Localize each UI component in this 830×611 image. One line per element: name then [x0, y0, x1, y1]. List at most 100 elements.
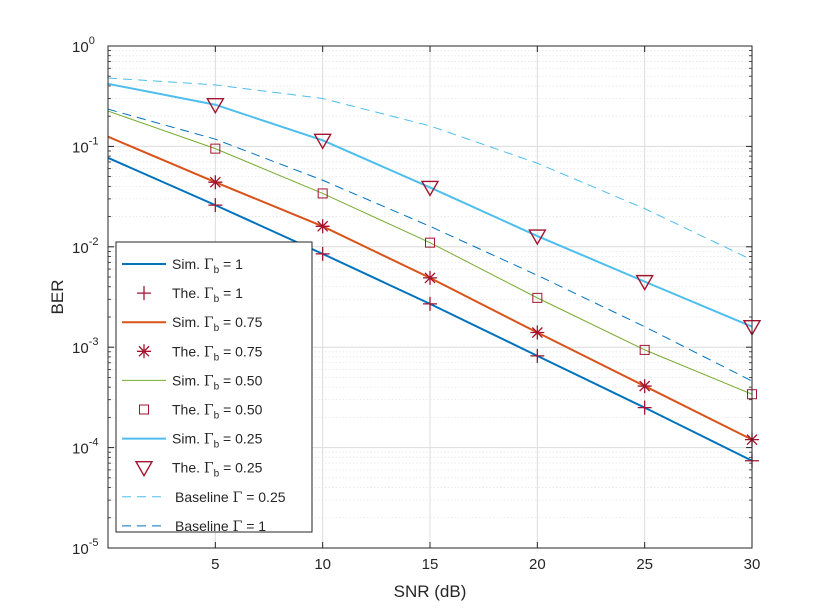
- legend-item-sim-gb-075: Sim. Γb = 0.75: [122, 314, 263, 334]
- legend-label-greek: Γ: [204, 432, 214, 448]
- marker-square: [317, 188, 328, 199]
- legend-item-baseline-025: Baseline Γ = 0.25: [122, 489, 286, 506]
- legend-label: Sim. Γb = 0.75: [172, 314, 263, 334]
- legend-item-sim-gb-1: Sim. Γb = 1: [122, 256, 243, 276]
- legend-label-prefix: Baseline: [175, 489, 233, 505]
- series-baseline-025: [107, 77, 753, 261]
- series-line-baseline-025: [107, 77, 753, 261]
- y-tick-exponent: 0: [89, 35, 95, 47]
- legend-label: Sim. Γb = 0.25: [172, 431, 263, 451]
- x-tick-label: 15: [422, 556, 439, 573]
- x-tick-label: 5: [211, 556, 219, 573]
- legend-item-the-gb-1: The. Γb = 1: [137, 285, 243, 305]
- series-line-sim-gb-025: [107, 82, 753, 328]
- marker-asterisk: [137, 344, 151, 359]
- legend-label-value: = 0.50: [219, 402, 262, 418]
- legend-label-prefix: Sim.: [172, 372, 204, 388]
- legend-label-value: = 0.50: [219, 372, 262, 388]
- marker-plus: [423, 296, 437, 311]
- y-axis-label: BER: [48, 280, 67, 315]
- legend-item-sim-gb-025: Sim. Γb = 0.25: [122, 431, 263, 451]
- legend-label-subscript: b: [214, 294, 220, 305]
- legend-label-greek: Γ: [233, 490, 243, 506]
- marker-plus: [315, 246, 330, 261]
- y-tick-exponent: -1: [89, 135, 99, 147]
- marker-triangle-down: [206, 98, 225, 115]
- data-series: [107, 77, 762, 468]
- marker-square: [210, 143, 221, 154]
- marker-asterisk: [315, 219, 330, 234]
- legend-item-the-gb-050: The. Γb = 0.50: [139, 402, 263, 422]
- legend-label: The. Γb = 0.75: [172, 343, 263, 363]
- legend-label-subscript: b: [214, 381, 220, 392]
- legend-label: Sim. Γb = 0.50: [172, 372, 263, 392]
- legend-label: Baseline Γ = 0.25: [175, 489, 286, 506]
- legend-label-prefix: The.: [172, 460, 204, 476]
- marker-plus: [208, 198, 223, 213]
- legend-label-greek: Γ: [204, 286, 214, 302]
- series-sim-gb-050: [107, 110, 753, 395]
- legend-label-greek: Γ: [204, 403, 214, 419]
- legend-item-baseline-1: Baseline Γ = 1: [122, 518, 266, 535]
- legend-item-the-gb-025: The. Γb = 0.25: [134, 460, 263, 480]
- marker-triangle-down: [313, 133, 332, 150]
- legend-label-prefix: The.: [172, 285, 204, 301]
- legend-label-subscript: b: [214, 323, 220, 334]
- marker-plus: [137, 286, 151, 301]
- legend-item-the-gb-075: The. Γb = 0.75: [137, 343, 263, 363]
- legend-label-prefix: Sim.: [172, 314, 204, 330]
- legend-label-value: = 0.25: [219, 460, 262, 476]
- marker-asterisk: [423, 270, 437, 285]
- legend-label: Baseline Γ = 1: [175, 518, 266, 535]
- y-tick-exponent: -4: [89, 437, 99, 449]
- legend-label-value: = 0.75: [219, 314, 262, 330]
- marker-triangle-down: [420, 180, 440, 197]
- marker-triangle-down: [635, 274, 654, 292]
- marker-square: [639, 344, 650, 355]
- marker-square: [139, 404, 149, 415]
- x-tick-label: 30: [744, 556, 761, 573]
- legend-label-subscript: b: [214, 265, 220, 276]
- legend-item-sim-gb-050: Sim. Γb = 0.50: [122, 372, 263, 392]
- series-sim-gb-025: [107, 82, 753, 328]
- marker-square: [532, 292, 543, 303]
- legend-label-value: = 1: [242, 518, 266, 534]
- legend-label-greek: Γ: [204, 373, 214, 389]
- marker-triangle-down: [134, 461, 154, 478]
- legend-label-value: = 0.25: [242, 489, 285, 505]
- x-tick-label: 25: [636, 556, 653, 573]
- legend-label-subscript: b: [214, 440, 220, 451]
- x-tick-label: 20: [529, 556, 546, 573]
- legend-label-value: = 0.25: [219, 431, 262, 447]
- legend-label: The. Γb = 0.25: [172, 460, 263, 480]
- series-the-gb-050: [210, 143, 757, 400]
- marker-asterisk: [637, 379, 652, 394]
- series-the-gb-075: [208, 175, 759, 447]
- legend-label-greek: Γ: [204, 461, 214, 477]
- marker-asterisk: [530, 325, 545, 340]
- legend-box: [115, 241, 313, 533]
- legend-label-prefix: Baseline: [175, 518, 233, 534]
- legend-label-prefix: Sim.: [172, 256, 204, 272]
- legend-label-value: = 1: [219, 256, 243, 272]
- legend-label: The. Γb = 0.50: [172, 402, 263, 422]
- series-line-sim-gb-050: [107, 110, 753, 395]
- legend-label-prefix: The.: [172, 343, 204, 359]
- marker-plus: [530, 348, 545, 363]
- legend-label-greek: Γ: [204, 315, 214, 331]
- legend-label-greek: Γ: [233, 519, 243, 535]
- marker-asterisk: [208, 175, 223, 190]
- x-axis-label: SNR (dB): [394, 582, 467, 601]
- legend-label-greek: Γ: [204, 344, 214, 360]
- legend-label-value: = 0.75: [219, 343, 262, 359]
- marker-triangle-down: [528, 229, 547, 246]
- legend-label-subscript: b: [214, 411, 220, 422]
- legend-label-greek: Γ: [204, 257, 214, 273]
- y-tick-exponent: -2: [89, 236, 99, 248]
- legend-label: Sim. Γb = 1: [172, 256, 243, 276]
- x-tick-label: 10: [314, 556, 331, 573]
- y-tick-exponent: -5: [89, 537, 99, 549]
- legend-label: The. Γb = 1: [172, 285, 243, 305]
